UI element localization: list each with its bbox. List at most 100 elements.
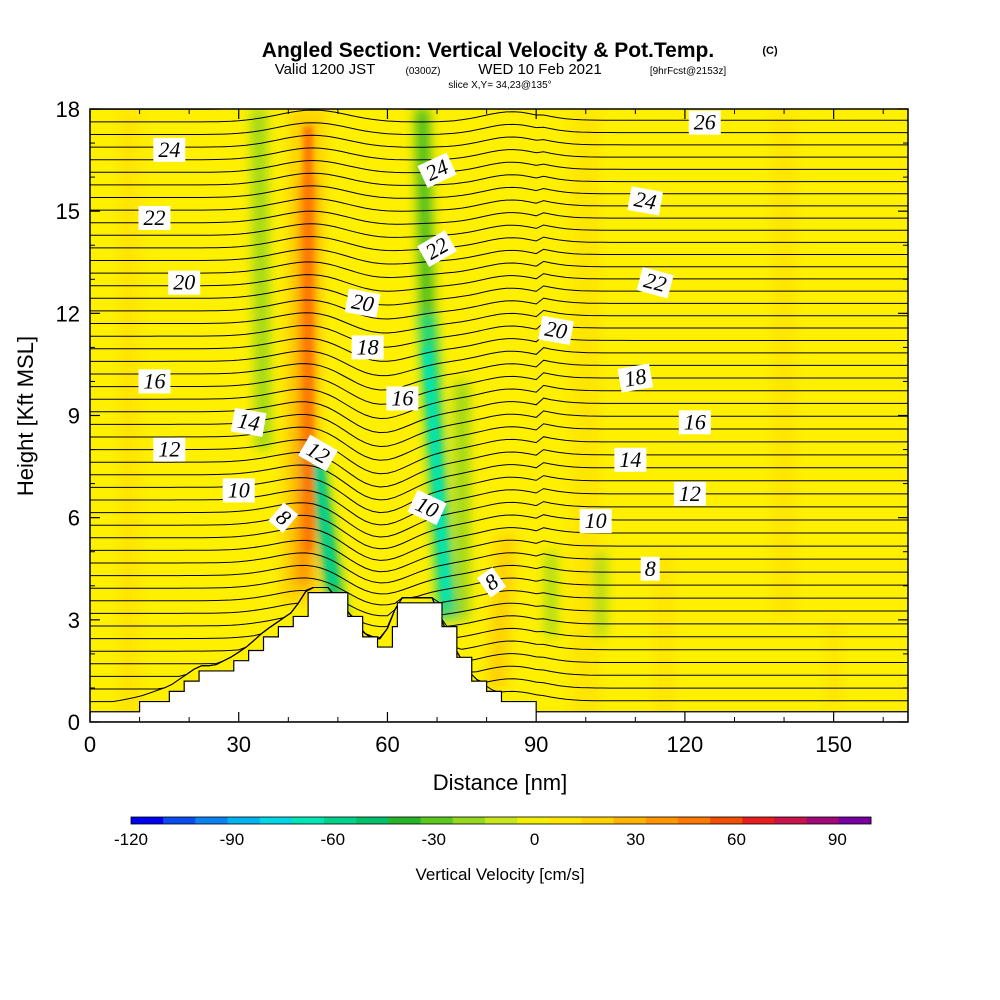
contour-label-box [538,315,574,345]
colorbar-label: Vertical Velocity [cm/s] [415,865,584,884]
contour-label-box [673,481,706,506]
contour-label: 16 [386,385,419,411]
theta-contour-line [90,462,908,501]
theta-contour-line [90,527,908,561]
contour-label: 8 [640,556,660,581]
theta-contour-line [90,285,908,306]
theta-contour-line [90,587,908,640]
contour-label-box [617,363,654,393]
colorbar-swatch [838,817,872,824]
x-tick-label: 0 [84,732,96,757]
colorbar: -120 -90 -60 -30 0 30 60 90 [114,816,872,849]
y-tick-label: 6 [68,506,80,531]
velocity-band [454,381,470,620]
theta-contour-line [90,334,908,362]
contour-label-text: 18 [622,363,648,391]
contour-label: 12 [153,437,186,462]
theta-contour-line [90,159,908,174]
y-axis-label: Height [Kft MSL] [13,336,38,496]
contour-label: 18 [617,363,654,393]
contour-label-text: 14 [619,447,641,472]
contour-label-box [636,266,674,299]
contour-label-text: 20 [173,270,195,295]
colorbar-swatch [420,817,454,824]
velocity-band [826,619,842,712]
colorbar-tick-label: 60 [727,830,746,849]
theta-contour-line [90,347,908,377]
velocity-core [314,466,337,586]
colorbar-swatch [227,817,261,824]
theta-contour-line [90,197,908,212]
contour-label: 14 [230,408,267,437]
theta-contour-line [90,172,908,186]
contour-label-text: 24 [632,186,658,214]
velocity-core [423,347,451,603]
valid-date: WED 10 Feb 2021 [478,61,601,78]
y-tick-label: 12 [56,301,80,326]
chart-title: Angled Section: Vertical Velocity & Pot.… [262,39,714,62]
valid-time: Valid 1200 JST [275,61,376,78]
contour-label-box [153,437,186,462]
contour-label: 16 [678,409,711,435]
theta-contour-line [90,587,908,665]
theta-contour-line [90,564,908,595]
theta-contour-line [90,539,908,573]
x-tick-label: 120 [667,732,704,757]
theta-contour-line [90,359,908,391]
theta-contour-line [90,235,908,252]
theta-contour-line [90,372,908,405]
x-tick-label: 60 [375,732,399,757]
contour-label-box [678,410,711,435]
colorbar-tick-label: -60 [321,830,346,849]
colorbar-tick-label: -90 [220,830,245,849]
contour-label-box [417,230,457,268]
contour-label: 20 [344,288,381,318]
theta-contour-line [90,384,908,420]
forecast-info: [9hrFcst@2153z] [650,66,727,77]
y-tick-label: 18 [56,97,80,122]
contour-label-text: 8 [645,556,656,581]
colorbar-swatch [259,817,293,824]
contour-label-text: 20 [350,288,376,316]
colorbar-swatch [484,817,518,824]
theta-contour-line [90,552,908,584]
colorbar-swatch [388,817,422,824]
theta-contour-line [90,501,908,538]
theta-contour-line [90,309,908,334]
theta-contour-line [90,109,449,110]
colorbar-swatch [131,817,164,824]
theta-contour-line [90,587,908,652]
contour-label-box [614,447,647,472]
contour-label-text: 10 [228,477,250,502]
theta-contour-line [90,449,908,488]
terrain [90,591,908,722]
valid-utc: (0300Z) [405,66,440,77]
colorbar-swatch [549,817,582,824]
contour-label-text: 16 [684,409,706,434]
contour-label-box [386,386,419,411]
velocity-band [595,551,606,637]
theta-contour-line [90,514,908,550]
theta-contour-line [90,397,908,434]
x-tick-label: 90 [524,732,548,757]
contour-label-box [640,556,660,581]
theta-contour-line [90,147,908,161]
y-tick-label: 9 [68,404,80,429]
velocity-bands [117,109,842,722]
contour-label: 8 [476,567,507,598]
x-tick-label: 150 [815,732,852,757]
colorbar-tick-label: 90 [828,830,847,849]
y-tick-label: 3 [68,608,80,633]
theta-contour-line [90,410,908,448]
contour-label-text: 22 [143,205,165,230]
contour-label-box [407,489,447,526]
contour-label-box [138,369,171,394]
theta-contour-line [90,587,908,639]
colorbar-swatch [645,817,679,824]
colorbar-swatch [613,817,647,824]
colorbar-swatch [677,817,711,824]
contour-label-box [627,186,664,216]
contour-label: 10 [222,477,255,503]
colorbar-swatch [195,817,229,824]
